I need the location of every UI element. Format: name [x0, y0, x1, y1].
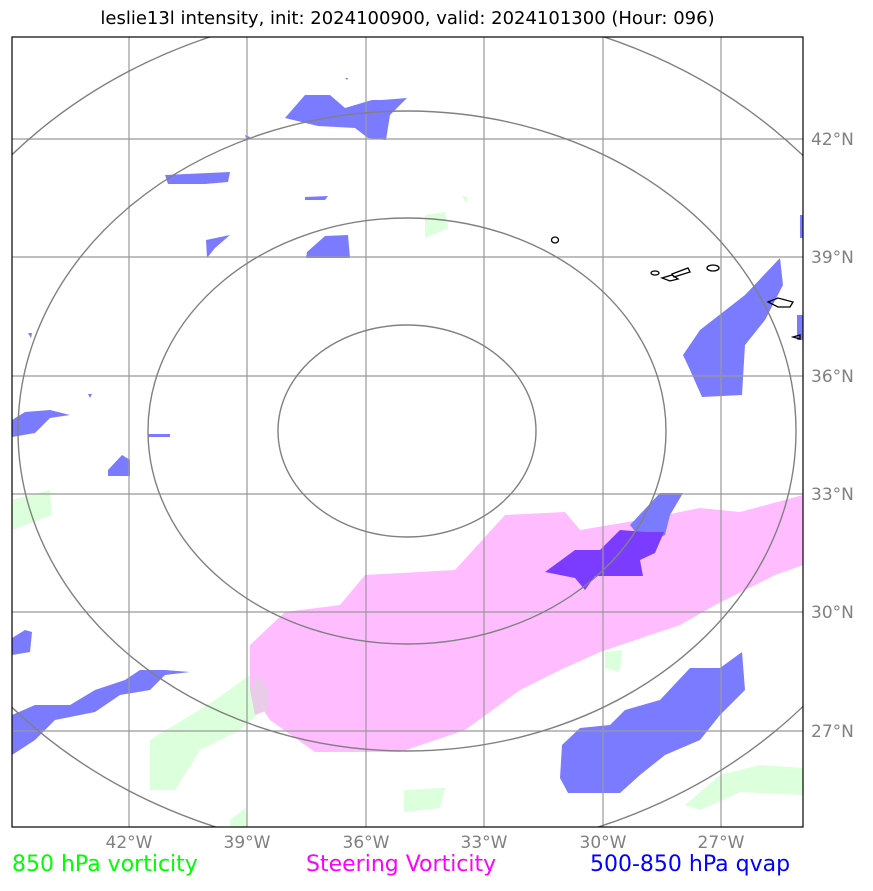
map-frame [11, 36, 804, 828]
lat-tick-label: 42°N [811, 130, 854, 150]
lat-tick-labels: 42°N 39°N 36°N 33°N 30°N 27°N [811, 130, 854, 742]
lon-tick-label: 36°W [343, 833, 390, 853]
contours [550, 236, 801, 340]
lat-tick-label: 33°N [811, 485, 854, 505]
lon-tick-label: 27°W [698, 833, 745, 853]
legend-steering-vorticity: Steering Vorticity [306, 852, 497, 877]
lon-tick-label: 33°W [461, 833, 508, 853]
lat-tick-label: 39°N [811, 248, 854, 268]
lon-tick-label: 39°W [224, 833, 271, 853]
lat-tick-label: 30°N [811, 603, 854, 623]
steering-vorticity-field [250, 495, 803, 752]
legend-qvap: 500-850 hPa qvap [590, 852, 791, 877]
overlap-field [545, 530, 664, 590]
qvap-fields [12, 78, 803, 793]
lon-tick-labels: 42°W 39°W 36°W 33°W 30°W 27°W [106, 833, 745, 853]
overlap-green-pink [250, 675, 268, 715]
range-rings [12, 37, 803, 827]
graticule [12, 37, 803, 827]
map-title: leslie13l intensity, init: 2024100900, v… [100, 8, 715, 29]
lat-tick-label: 27°N [811, 722, 854, 742]
lon-tick-label: 42°W [106, 833, 153, 853]
vorticity-850-fields [12, 195, 803, 827]
lat-tick-label: 36°N [811, 367, 854, 387]
legend-850-vorticity: 850 hPa vorticity [12, 852, 198, 877]
lon-tick-label: 30°W [580, 833, 627, 853]
